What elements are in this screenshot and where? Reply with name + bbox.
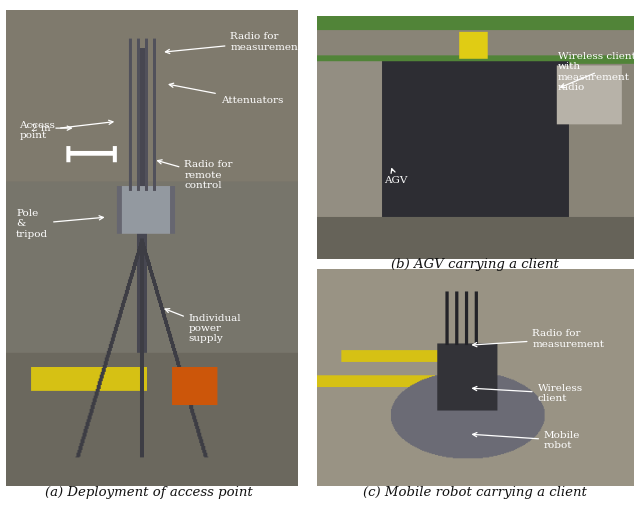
Text: Wireless client
with
measurement
radio: Wireless client with measurement radio — [558, 52, 636, 92]
Text: 2 m: 2 m — [31, 123, 71, 133]
Text: Attenuators: Attenuators — [169, 83, 283, 105]
Text: Radio for
measurement: Radio for measurement — [165, 32, 302, 53]
Text: (b) AGV carrying a client: (b) AGV carrying a client — [391, 258, 559, 271]
Text: Mobile
robot: Mobile robot — [473, 430, 580, 450]
Text: Access
point: Access point — [19, 120, 113, 141]
Text: AGV: AGV — [384, 169, 408, 185]
Text: Individual
power
supply: Individual power supply — [165, 309, 241, 343]
Text: (a) Deployment of access point: (a) Deployment of access point — [45, 486, 252, 499]
Text: Radio for
remote
control: Radio for remote control — [157, 160, 233, 190]
Text: Radio for
measurement: Radio for measurement — [473, 329, 605, 349]
Text: Pole
&
tripod: Pole & tripod — [16, 209, 104, 238]
Text: (c) Mobile robot carrying a client: (c) Mobile robot carrying a client — [363, 486, 587, 499]
Text: Wireless
client: Wireless client — [473, 383, 583, 403]
